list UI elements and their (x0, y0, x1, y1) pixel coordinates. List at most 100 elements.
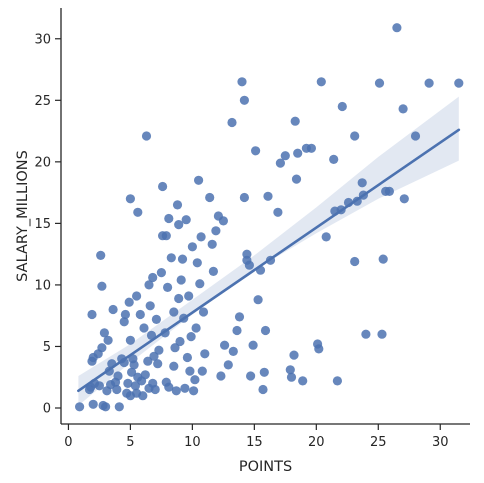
data-point (398, 104, 408, 114)
data-point (384, 186, 394, 196)
data-point (75, 402, 85, 412)
data-point (263, 191, 273, 201)
data-point (228, 346, 238, 356)
data-point (293, 148, 303, 158)
data-point (132, 291, 142, 301)
data-point (120, 309, 130, 320)
data-point (205, 192, 215, 203)
data-point (88, 399, 98, 409)
data-point (357, 178, 367, 188)
data-point (234, 312, 245, 322)
data-point (175, 336, 185, 347)
y-tick-label: 5 (43, 340, 51, 355)
y-tick-label: 15 (34, 217, 51, 232)
x-tick-label: 15 (246, 435, 263, 450)
axes-layer: 0 5 10 15 20 25 30 0 5 10 15 20 25 30 (34, 8, 470, 450)
regression-line (77, 128, 461, 393)
data-point (185, 366, 195, 376)
data-point (180, 383, 190, 393)
data-point (169, 361, 179, 371)
data-point (248, 340, 258, 350)
data-point (260, 325, 271, 336)
data-point (321, 232, 331, 242)
data-point (149, 351, 159, 361)
data-point (158, 181, 168, 192)
data-point (251, 146, 261, 156)
data-point (424, 78, 434, 88)
data-point (189, 386, 199, 396)
y-tick-label: 30 (34, 32, 51, 47)
y-axis-label: SALARY_MILLIONS (15, 150, 31, 282)
data-point (113, 371, 123, 381)
data-point (187, 242, 197, 252)
x-tick-label: 5 (126, 435, 134, 450)
data-point (314, 344, 324, 354)
data-point (259, 367, 269, 377)
data-point (258, 384, 268, 395)
data-point (176, 275, 186, 285)
data-point (114, 402, 124, 412)
data-point (454, 78, 464, 88)
data-point (216, 371, 226, 381)
data-point (227, 117, 237, 128)
data-point (316, 77, 326, 87)
confidence-band (78, 96, 459, 406)
data-point (143, 356, 153, 366)
data-point (280, 151, 290, 161)
data-point (332, 376, 342, 386)
data-point (181, 215, 191, 225)
data-point (139, 323, 149, 333)
x-tick-label: 30 (432, 435, 449, 450)
data-point (211, 226, 221, 236)
data-point (192, 258, 202, 268)
data-point (350, 256, 360, 267)
data-point (337, 101, 347, 112)
data-point (156, 268, 166, 278)
x-tick-label: 25 (370, 435, 387, 450)
data-point (145, 301, 155, 311)
data-point (124, 297, 134, 307)
y-tick-label: 10 (34, 278, 51, 293)
y-tick-label: 0 (43, 402, 51, 417)
data-point (99, 328, 109, 338)
data-point (133, 207, 143, 217)
data-point (246, 371, 256, 381)
data-point (377, 329, 387, 339)
data-point (96, 250, 106, 260)
data-point (190, 375, 200, 385)
confidence-band-layer (78, 96, 459, 406)
data-point (194, 175, 204, 185)
data-point (285, 365, 295, 375)
data-point (130, 381, 140, 391)
data-point (237, 77, 247, 87)
data-point (150, 384, 160, 395)
y-tick-label: 25 (34, 94, 51, 109)
x-tick-label: 10 (184, 435, 201, 450)
data-point (186, 332, 196, 342)
data-point (329, 154, 339, 164)
data-point (163, 282, 173, 292)
data-point (164, 213, 174, 224)
data-point (306, 143, 316, 153)
data-point (208, 266, 218, 276)
y-tick-label: 20 (34, 155, 51, 170)
data-point (140, 370, 150, 380)
x-axis-label: POINTS (239, 459, 292, 475)
data-point (151, 314, 161, 324)
data-point (410, 131, 421, 141)
data-point (174, 220, 184, 230)
data-point (392, 23, 402, 33)
data-point (135, 309, 145, 320)
data-point (239, 192, 249, 203)
data-point (170, 343, 180, 353)
data-point (97, 343, 107, 353)
data-point (218, 216, 228, 226)
data-point (144, 280, 154, 290)
data-point (361, 329, 371, 339)
data-point (291, 174, 302, 184)
data-point (298, 376, 308, 386)
data-point (200, 349, 210, 359)
data-point (196, 232, 206, 242)
data-point (166, 253, 176, 263)
